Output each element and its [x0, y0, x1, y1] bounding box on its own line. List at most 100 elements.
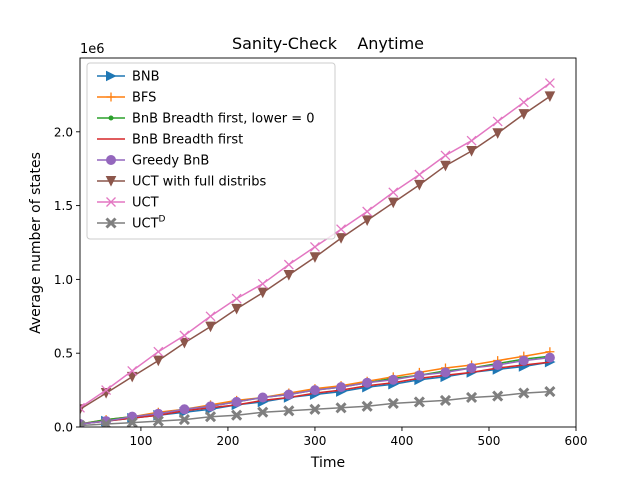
- data-point: [466, 362, 477, 373]
- data-point: [179, 404, 190, 415]
- data-point: [153, 408, 164, 419]
- x-tick-label: 600: [565, 434, 588, 448]
- data-point: [544, 352, 555, 363]
- y-axis-ticks: 0.0 0.5 1.0 1.5 2.0: [54, 125, 80, 435]
- data-point: [205, 401, 216, 412]
- data-point: [204, 411, 217, 423]
- data-point: [361, 215, 373, 226]
- data-point: [335, 402, 347, 414]
- legend-entry: BnB Breadth first: [97, 133, 243, 148]
- data-point: [466, 145, 477, 157]
- data-point: [283, 389, 294, 400]
- data-point: [518, 387, 530, 399]
- data-point: [283, 269, 295, 281]
- data-point: [152, 415, 164, 427]
- x-tick-label: 300: [303, 434, 326, 448]
- chart-title: Sanity-Check Anytime: [232, 34, 424, 53]
- x-tick-label: 100: [129, 434, 152, 448]
- y-tick-label: 1.5: [54, 199, 73, 213]
- x-tick-label: 500: [478, 434, 501, 448]
- data-point: [544, 386, 556, 398]
- y-axis-label: Average number of states: [28, 152, 44, 334]
- data-point: [335, 233, 347, 244]
- legend-label: BFS: [132, 91, 156, 106]
- data-point: [153, 355, 164, 367]
- data-point: [179, 330, 190, 341]
- legend-entry: BnB Breadth first, lower = 0: [97, 112, 315, 127]
- data-point: [231, 396, 242, 407]
- plot-lines: [80, 78, 556, 427]
- data-point: [283, 405, 295, 417]
- legend-label: UCT with full distribs: [132, 175, 266, 190]
- data-point: [439, 394, 452, 406]
- data-point: [492, 128, 503, 139]
- data-point: [466, 391, 478, 404]
- x-tick-label: 400: [391, 434, 414, 448]
- plot-area-border: [79, 57, 577, 428]
- y-tick-label: 0.0: [54, 421, 73, 435]
- data-point: [387, 197, 399, 209]
- legend-entry: UCT with full distribs: [97, 175, 266, 190]
- data-point: [101, 385, 112, 396]
- data-point: [257, 287, 269, 299]
- data-point: [413, 396, 425, 408]
- legend-entry: BNB: [97, 70, 160, 85]
- data-point: [440, 150, 451, 161]
- data-point: [127, 365, 138, 376]
- data-point: [257, 278, 268, 289]
- legend-entry: Greedy BnB: [97, 154, 209, 169]
- data-point: [126, 371, 138, 383]
- data-point: [80, 402, 85, 413]
- y-tick-label: 1.0: [54, 273, 73, 287]
- data-point: [544, 78, 555, 89]
- data-point: [414, 370, 425, 381]
- data-point: [492, 390, 504, 402]
- data-point: [231, 409, 243, 421]
- series-6: [80, 78, 555, 413]
- legend-label: UCT: [132, 196, 159, 211]
- data-point: [518, 109, 530, 120]
- legend-marker: [106, 70, 117, 82]
- series-7: [80, 386, 556, 427]
- legend-marker: [106, 155, 116, 165]
- data-point: [440, 367, 451, 378]
- legend-marker: [105, 176, 117, 187]
- data-point: [518, 355, 529, 366]
- data-point: [126, 417, 138, 427]
- legend-entry: UCT: [97, 196, 159, 211]
- data-point: [231, 293, 242, 304]
- data-point: [309, 241, 320, 252]
- series-4: [80, 352, 555, 427]
- data-point: [309, 403, 321, 415]
- y-axis-offset-text: 1e6: [80, 42, 105, 57]
- y-tick-label: 2.0: [54, 125, 73, 139]
- legend-label: BnB Breadth first: [132, 133, 243, 148]
- data-point: [257, 406, 269, 418]
- data-point: [492, 360, 503, 371]
- data-point: [336, 382, 347, 393]
- legend-entry: BFS: [97, 91, 156, 106]
- data-point: [205, 321, 216, 333]
- data-point: [362, 206, 373, 217]
- legend-marker: [105, 217, 117, 229]
- y-tick-label: 0.5: [54, 347, 73, 361]
- legend-entry: UCTD: [97, 215, 166, 232]
- legend-marker: [106, 92, 116, 102]
- data-point: [414, 179, 425, 191]
- data-point: [518, 97, 529, 108]
- data-point: [283, 259, 294, 270]
- data-point: [80, 419, 86, 427]
- x-axis-ticks: 100 200 300 400 500 600: [129, 427, 587, 448]
- data-point: [231, 303, 242, 315]
- legend: BNB BFS BnB Breadth first, lower = 0 BnB Br…: [86, 62, 336, 240]
- data-point: [257, 392, 268, 403]
- data-point: [387, 397, 399, 409]
- axes-frame: [79, 57, 577, 428]
- legend-label: Greedy BnB: [132, 154, 209, 169]
- legend-box: [86, 62, 336, 240]
- legend-marker: [108, 115, 114, 121]
- data-point: [466, 135, 477, 146]
- legend-label: BNB: [132, 70, 160, 85]
